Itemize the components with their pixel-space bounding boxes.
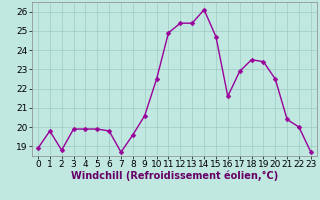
X-axis label: Windchill (Refroidissement éolien,°C): Windchill (Refroidissement éolien,°C) bbox=[71, 171, 278, 181]
